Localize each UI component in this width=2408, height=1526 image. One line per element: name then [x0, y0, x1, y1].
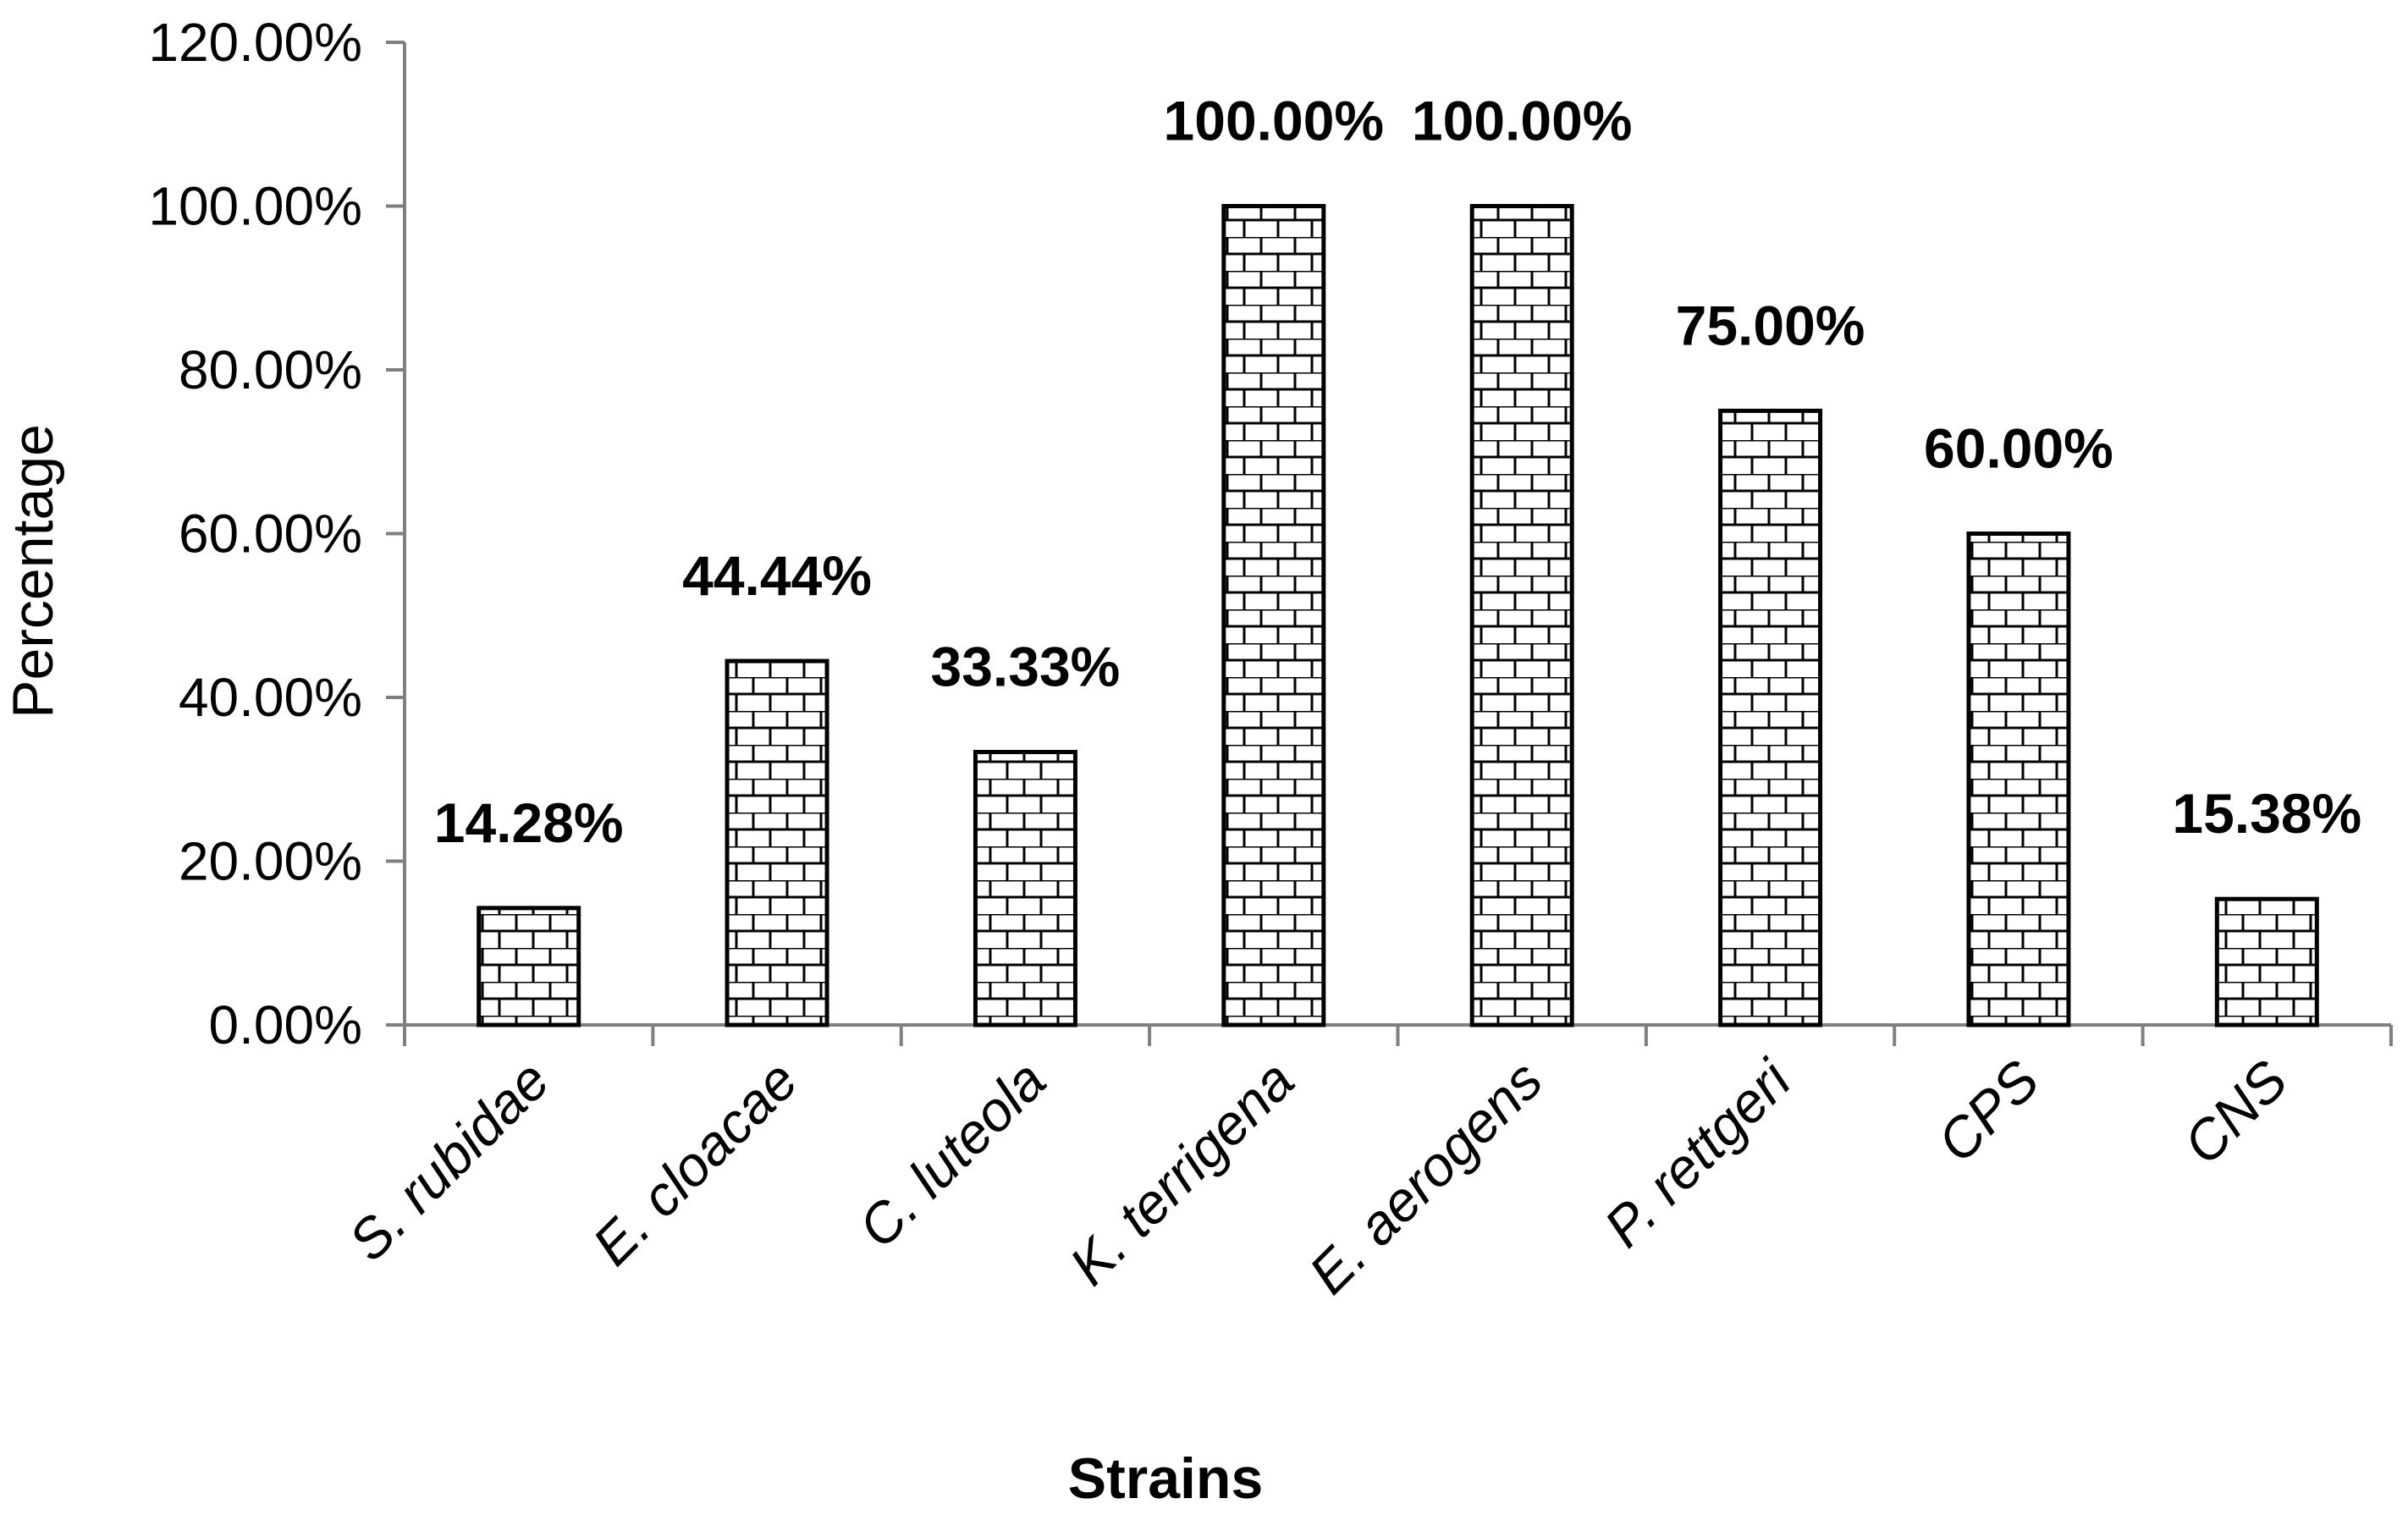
x-axis: [403, 1023, 2393, 1046]
bar: [1221, 204, 1326, 1027]
y-tick-label: 80.00%: [179, 339, 362, 400]
category-label: E. cloacae: [581, 1049, 809, 1277]
category-label: E. aerogens: [1297, 1049, 1554, 1306]
data-labels: 14.28% 44.44% 33.33% 100.00% 100.00% 75.00% 60…: [434, 90, 2361, 854]
y-tick-label: 40.00%: [179, 667, 362, 728]
category-label: S. rubidae: [337, 1049, 561, 1273]
bar: [1966, 532, 2071, 1027]
category-label: K. terrigena: [1057, 1049, 1306, 1297]
y-axis: 0.00% 20.00% 40.00% 60.00% 80.00% 100.00% 120.…: [148, 12, 406, 1055]
y-tick-label: 120.00%: [148, 12, 362, 73]
data-label: 14.28%: [434, 791, 624, 854]
bar: [1469, 204, 1574, 1027]
bar: [2214, 896, 2319, 1027]
bar: [725, 658, 829, 1027]
category-label: CNS: [2171, 1049, 2299, 1176]
bar: [477, 906, 581, 1027]
bar: [1718, 408, 1823, 1027]
y-tick-label: 0.00%: [209, 994, 362, 1055]
data-label: 100.00%: [1164, 90, 1385, 152]
data-label: 100.00%: [1412, 90, 1633, 152]
y-tick-label: 100.00%: [148, 176, 362, 237]
data-label: 33.33%: [931, 636, 1121, 698]
y-axis-title: Percentage: [1, 424, 65, 719]
data-label: 75.00%: [1676, 294, 1865, 356]
data-label: 60.00%: [1924, 417, 2113, 480]
category-label: CPS: [1926, 1049, 2051, 1174]
data-label: 15.38%: [2172, 782, 2361, 845]
category-label: P. rettgeri: [1592, 1047, 1804, 1259]
data-label: 44.44%: [682, 544, 872, 607]
category-labels: S. rubidae E. cloacae C. luteola K. terrige…: [337, 1047, 2300, 1306]
x-axis-title: Strains: [1068, 1446, 1264, 1511]
y-tick-label: 20.00%: [179, 831, 362, 892]
y-tick-label: 60.00%: [179, 504, 362, 565]
bar: [973, 750, 1077, 1027]
category-label: C. luteola: [846, 1049, 1057, 1259]
bars: [477, 204, 2319, 1027]
